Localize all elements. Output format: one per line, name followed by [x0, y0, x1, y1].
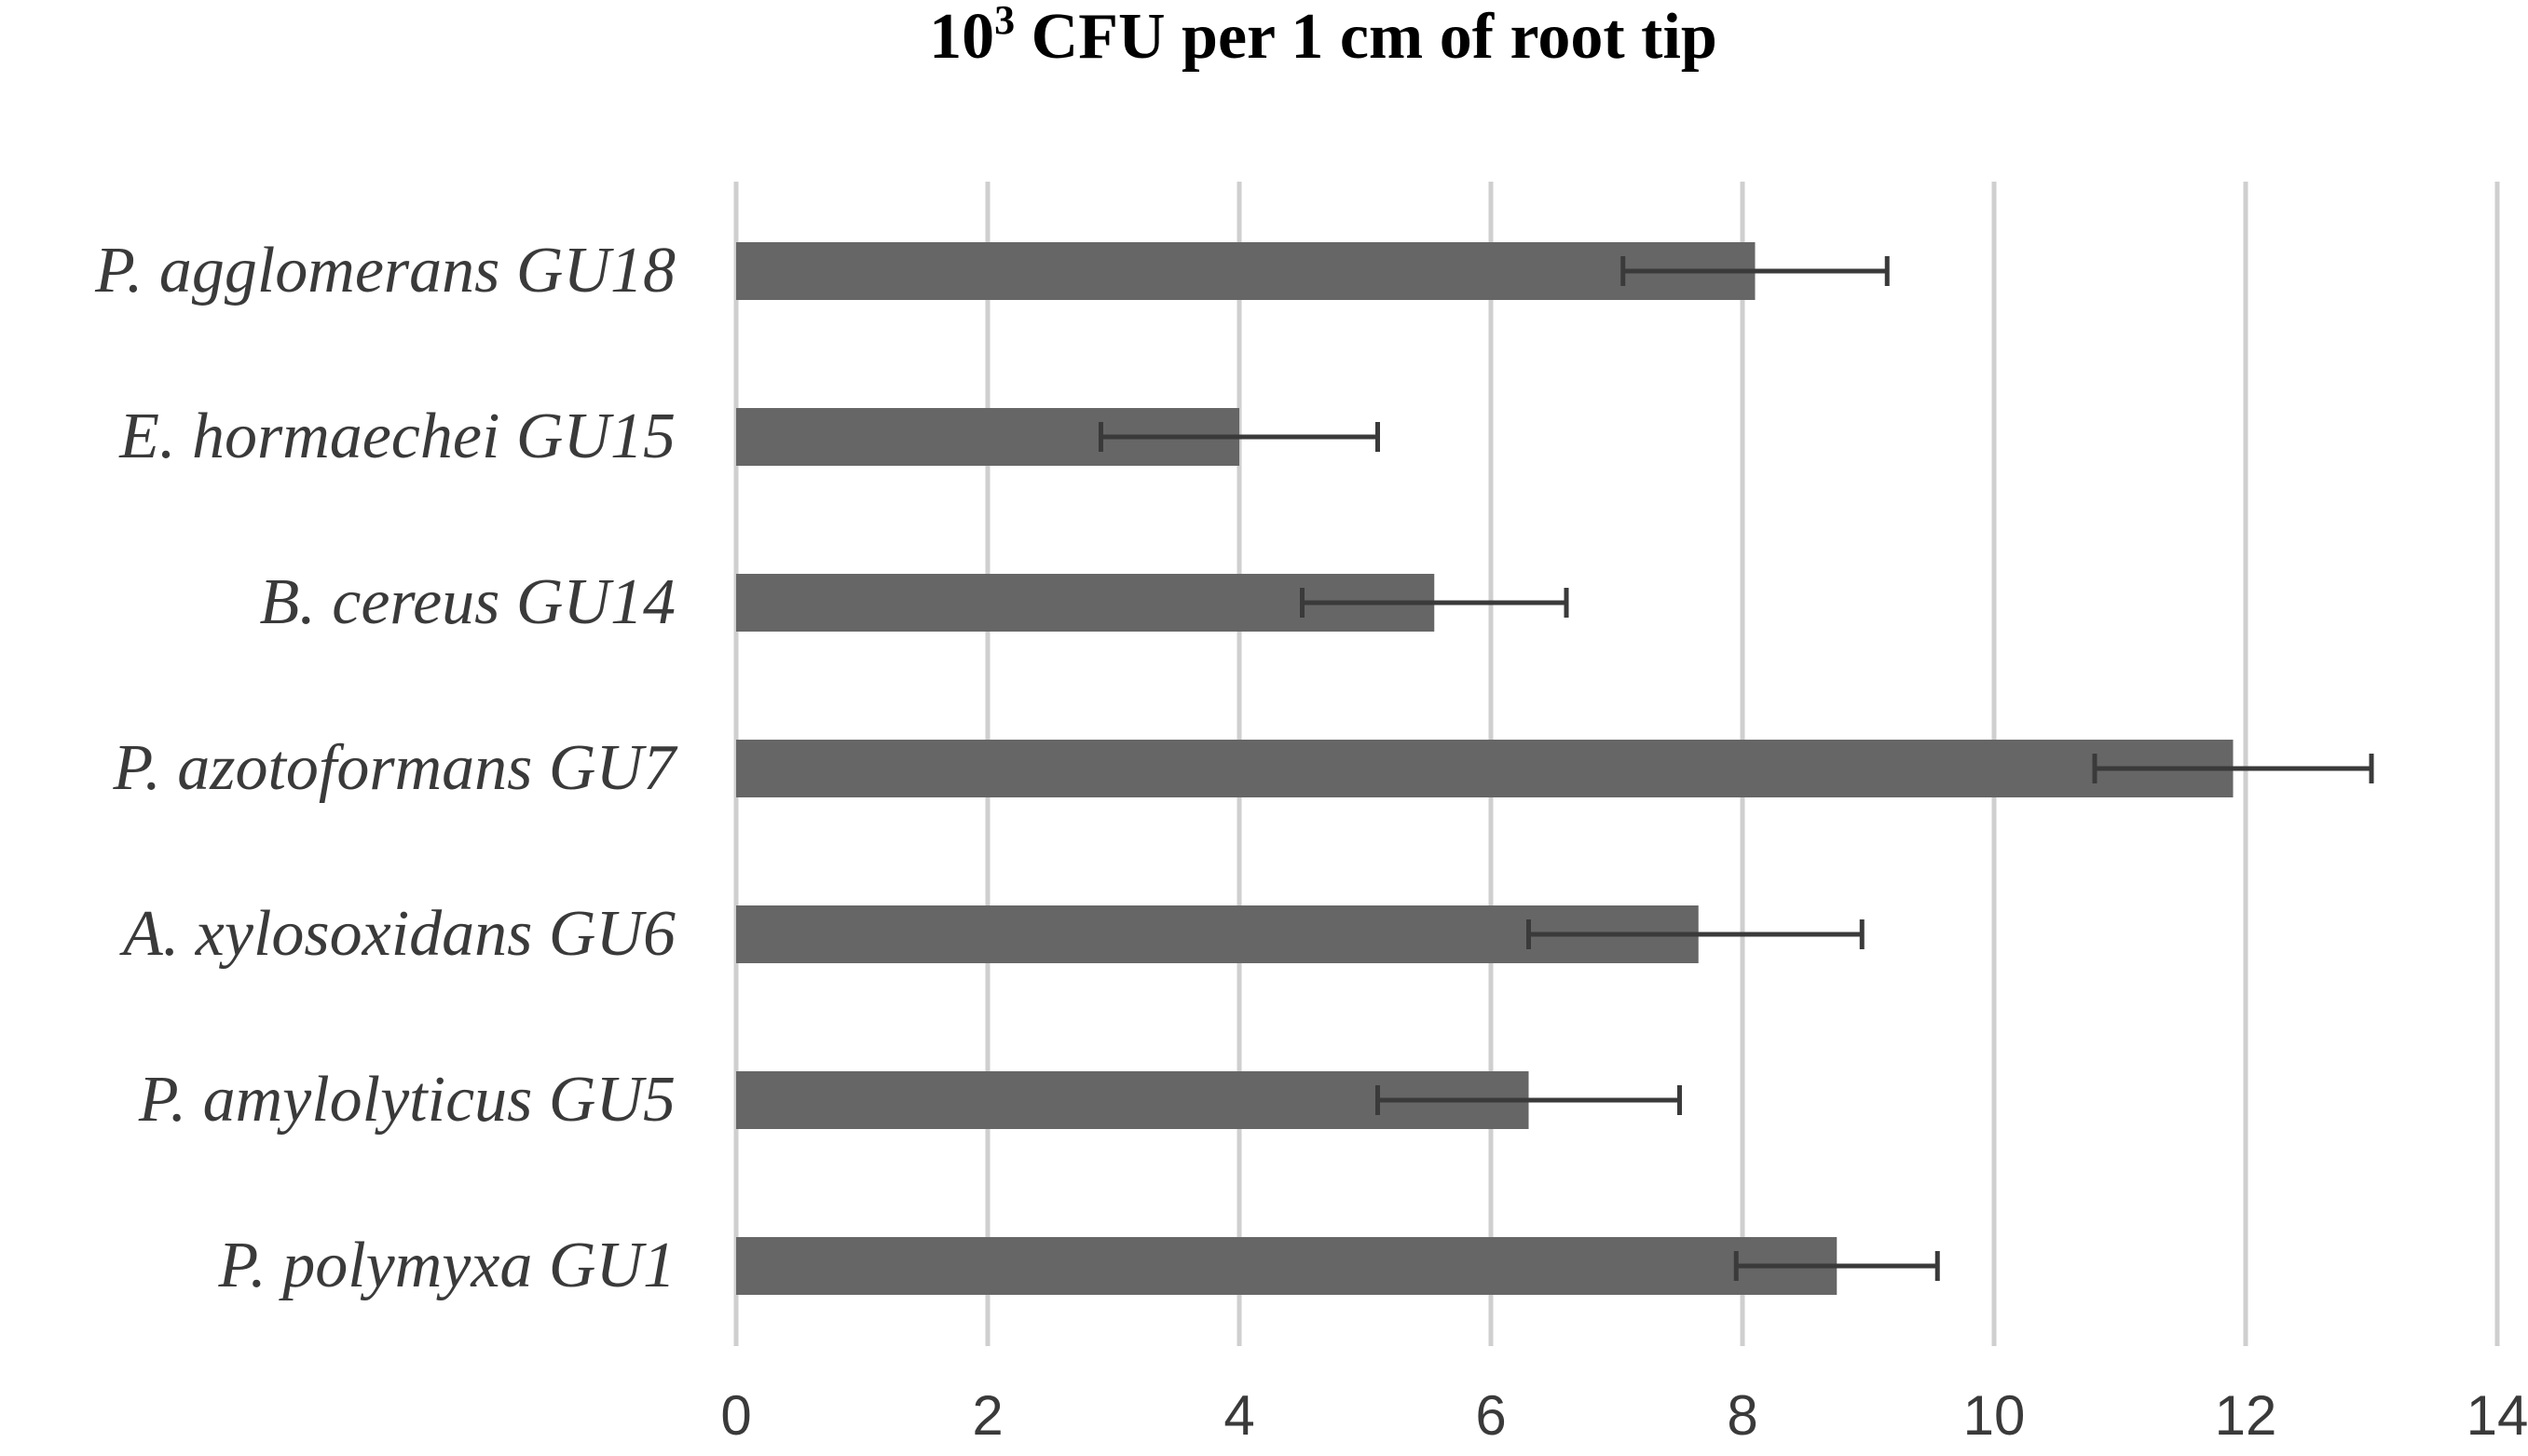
error-bar	[1526, 919, 1865, 949]
x-axis-tick-labels: 0 2 4 6 8 10 12 14	[720, 1384, 2528, 1447]
chart-title-rest: CFU per 1 cm of root tip	[1015, 1, 1717, 73]
chart-title-base: 10	[929, 1, 994, 73]
x-tick-label: 14	[2467, 1384, 2528, 1447]
error-bar	[1099, 422, 1380, 452]
bars	[736, 242, 2234, 1295]
error-bars	[1099, 256, 2374, 1281]
category-label: B. cereus GU14	[260, 566, 676, 638]
x-tick-label: 8	[1727, 1384, 1757, 1447]
bar	[736, 740, 2234, 797]
error-bar	[1375, 1085, 1682, 1115]
x-tick-label: 2	[972, 1384, 1003, 1447]
x-tick-label: 10	[1963, 1384, 2026, 1447]
category-label: A. xylosoxidans GU6	[119, 898, 676, 970]
category-labels: P. agglomerans GU18 E. hormaechei GU15 B. …	[94, 235, 678, 1301]
bar	[736, 242, 1756, 300]
error-bar	[2092, 754, 2374, 783]
chart-title: 103 CFU per 1 cm of root tip	[929, 0, 1717, 73]
category-label: P. amylolyticus GU5	[138, 1064, 676, 1136]
category-label: P. azotoformans GU7	[112, 732, 678, 804]
category-label: P. agglomerans GU18	[94, 235, 676, 306]
error-bar	[1300, 588, 1569, 618]
x-tick-label: 6	[1475, 1384, 1506, 1447]
chart-title-superscript: 3	[994, 0, 1015, 43]
x-tick-label: 0	[720, 1384, 751, 1447]
error-bar	[1733, 1251, 1940, 1281]
bar	[736, 1237, 1838, 1295]
category-label: E. hormaechei GU15	[118, 401, 676, 472]
category-label: P. polymyxa GU1	[217, 1230, 676, 1301]
x-tick-label: 12	[2215, 1384, 2277, 1447]
x-tick-label: 4	[1223, 1384, 1254, 1447]
error-bar	[1620, 256, 1890, 286]
